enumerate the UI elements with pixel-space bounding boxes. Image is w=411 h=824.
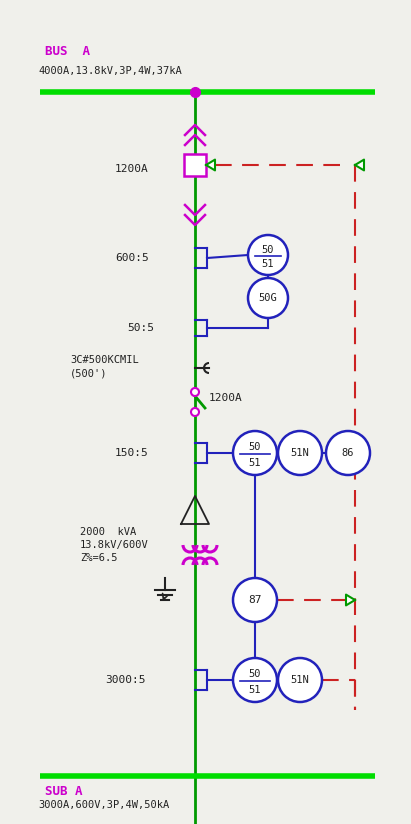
Circle shape bbox=[233, 431, 277, 475]
Text: (500'): (500') bbox=[70, 368, 108, 378]
Text: 50:5: 50:5 bbox=[127, 323, 154, 333]
Circle shape bbox=[248, 278, 288, 318]
Text: 51: 51 bbox=[262, 259, 274, 269]
Circle shape bbox=[191, 388, 199, 396]
Circle shape bbox=[191, 408, 199, 416]
Text: 150:5: 150:5 bbox=[115, 448, 149, 458]
Text: 1200A: 1200A bbox=[209, 393, 243, 403]
Text: 51N: 51N bbox=[291, 675, 309, 685]
Text: 51: 51 bbox=[249, 685, 261, 695]
Text: 50: 50 bbox=[249, 669, 261, 679]
Circle shape bbox=[233, 658, 277, 702]
Text: BUS  A: BUS A bbox=[45, 45, 90, 58]
Polygon shape bbox=[206, 160, 215, 171]
Text: 51N: 51N bbox=[291, 448, 309, 458]
Text: 51: 51 bbox=[249, 458, 261, 468]
Text: 87: 87 bbox=[248, 595, 262, 605]
Text: 50: 50 bbox=[249, 442, 261, 452]
Text: SUB A: SUB A bbox=[45, 785, 83, 798]
Circle shape bbox=[326, 431, 370, 475]
Text: 86: 86 bbox=[342, 448, 354, 458]
Text: Z%=6.5: Z%=6.5 bbox=[80, 553, 118, 563]
Polygon shape bbox=[355, 160, 364, 171]
Text: 3000:5: 3000:5 bbox=[105, 675, 145, 685]
Text: 1200A: 1200A bbox=[115, 164, 149, 174]
Text: 13.8kV/600V: 13.8kV/600V bbox=[80, 540, 149, 550]
Text: 2000  kVA: 2000 kVA bbox=[80, 527, 136, 537]
Text: 4000A,13.8kV,3P,4W,37kA: 4000A,13.8kV,3P,4W,37kA bbox=[38, 66, 182, 76]
Text: 600:5: 600:5 bbox=[115, 253, 149, 263]
Text: 50G: 50G bbox=[259, 293, 277, 303]
Circle shape bbox=[278, 431, 322, 475]
Text: 3000A,600V,3P,4W,50kA: 3000A,600V,3P,4W,50kA bbox=[38, 800, 169, 810]
Text: 50: 50 bbox=[262, 245, 274, 255]
Polygon shape bbox=[346, 595, 355, 606]
Text: 3C#500KCMIL: 3C#500KCMIL bbox=[70, 355, 139, 365]
Circle shape bbox=[233, 578, 277, 622]
Circle shape bbox=[248, 235, 288, 275]
Bar bbox=[184, 154, 206, 176]
Circle shape bbox=[278, 658, 322, 702]
